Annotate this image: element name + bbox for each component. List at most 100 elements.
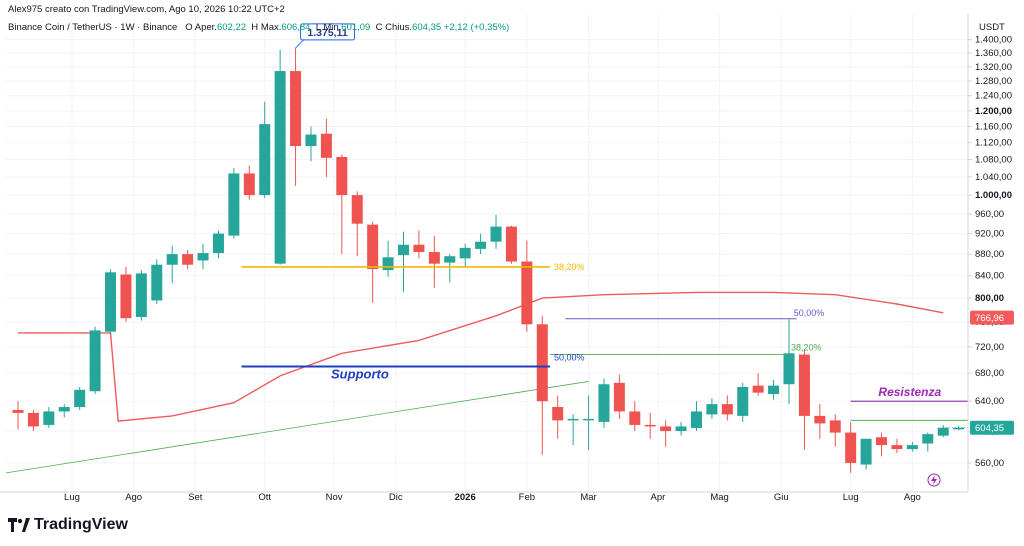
candle-body	[768, 385, 780, 395]
candle-body	[182, 254, 194, 265]
price-tick-label: 1.240,00	[975, 91, 1012, 102]
candle	[58, 404, 70, 418]
candle-body	[629, 411, 641, 425]
candle	[428, 235, 440, 288]
candle-body	[212, 233, 224, 254]
candle-body	[891, 445, 903, 450]
candle	[521, 240, 533, 332]
candle	[475, 233, 487, 255]
high-label: H	[251, 22, 259, 33]
time-tick-label: Mar	[580, 492, 596, 503]
flash-icon-bolt	[931, 475, 937, 485]
moving-average-tag	[970, 310, 1014, 325]
candle	[768, 380, 780, 400]
flash-icon	[927, 473, 941, 487]
open-value: 602,22	[216, 22, 247, 33]
fib-label-38-green: 38,20%	[791, 343, 822, 353]
high-value: 606,84	[281, 22, 311, 33]
candle-body	[752, 385, 764, 393]
candle-body	[398, 244, 409, 256]
candle	[367, 221, 379, 303]
price-tick-label: 680,00	[975, 368, 1004, 379]
candle-body	[166, 254, 178, 265]
candle	[12, 401, 24, 430]
candle-body	[906, 445, 918, 450]
candle-body	[860, 438, 872, 465]
ascending-trendline	[5, 381, 589, 474]
candle	[243, 165, 255, 200]
candle	[290, 47, 302, 186]
candle	[228, 168, 240, 239]
candle	[105, 269, 117, 335]
candle	[567, 414, 579, 446]
candle-body	[567, 418, 579, 421]
candle	[444, 254, 456, 283]
candle	[583, 395, 595, 450]
candle-body	[613, 382, 625, 412]
candle-body	[953, 427, 965, 430]
candle-body	[475, 241, 487, 249]
candle-body	[43, 411, 55, 425]
fib-label-50-blue: 50,00%	[554, 352, 585, 362]
candle	[166, 245, 178, 284]
candle-body	[27, 412, 39, 427]
time-tick-label: Mag	[710, 492, 728, 503]
time-tick-label: Lug	[843, 492, 859, 503]
candle	[783, 319, 795, 405]
candle-body	[675, 426, 687, 432]
candle	[27, 409, 39, 432]
candle-body	[58, 407, 70, 412]
candle	[182, 249, 194, 270]
candle-body	[521, 261, 533, 325]
candle	[351, 191, 363, 257]
candle	[922, 432, 934, 452]
candle-body	[783, 353, 795, 385]
support-label: Supporto	[331, 366, 389, 381]
candle-body	[829, 420, 841, 433]
candle	[459, 243, 471, 267]
candle	[706, 398, 718, 419]
candle-body	[459, 247, 471, 259]
candle-body	[922, 434, 934, 444]
fib-label-38-orange: 38,20%	[554, 262, 585, 272]
candle-body	[937, 427, 949, 436]
candle	[259, 101, 271, 198]
time-tick-label: Ott	[258, 492, 271, 503]
candle-body	[135, 273, 147, 318]
candle	[613, 374, 625, 419]
price-unit-label: USDT	[979, 22, 1005, 33]
candle-body	[644, 424, 656, 427]
tradingview-logo[interactable]: TradingView	[8, 516, 128, 534]
current-price-tag	[970, 420, 1014, 435]
price-tick-label: 640,00	[975, 396, 1004, 407]
candle-body	[505, 226, 517, 262]
candle	[536, 315, 548, 455]
time-tick-label: 2026	[455, 492, 476, 503]
candle-body	[367, 224, 379, 270]
low-value: 601,09	[341, 22, 371, 33]
candle-body	[583, 418, 595, 421]
open-field: Aper.	[194, 22, 217, 33]
candle	[660, 420, 672, 447]
time-axis[interactable]: Lug Ago Set Ott Nov Dic 2026 Feb Mar Apr Mag Giu Lug…	[0, 491, 968, 503]
candle	[598, 378, 610, 428]
candle-body	[382, 257, 394, 271]
resistance-label: Resistenza	[878, 385, 941, 399]
time-tick-label: Nov	[326, 492, 343, 503]
time-tick-label: Giu	[774, 492, 789, 503]
price-tick-label: 1.000,00	[975, 190, 1012, 201]
price-tick-label: 920,00	[975, 229, 1004, 240]
open-label: O	[185, 22, 193, 33]
candle	[937, 424, 949, 438]
candle-body	[552, 407, 564, 421]
candle	[320, 118, 332, 177]
peak-callout-pointer	[295, 39, 304, 49]
candle-body	[305, 134, 317, 147]
brand-name: TradingView	[34, 516, 128, 533]
candle	[829, 414, 841, 447]
symbol-legend[interactable]: Binance Coin / TetherUS · 1W · Binance O…	[8, 22, 509, 33]
trend-lines	[5, 381, 589, 474]
grid	[6, 14, 968, 492]
price-tick-label: 1.160,00	[975, 122, 1012, 133]
